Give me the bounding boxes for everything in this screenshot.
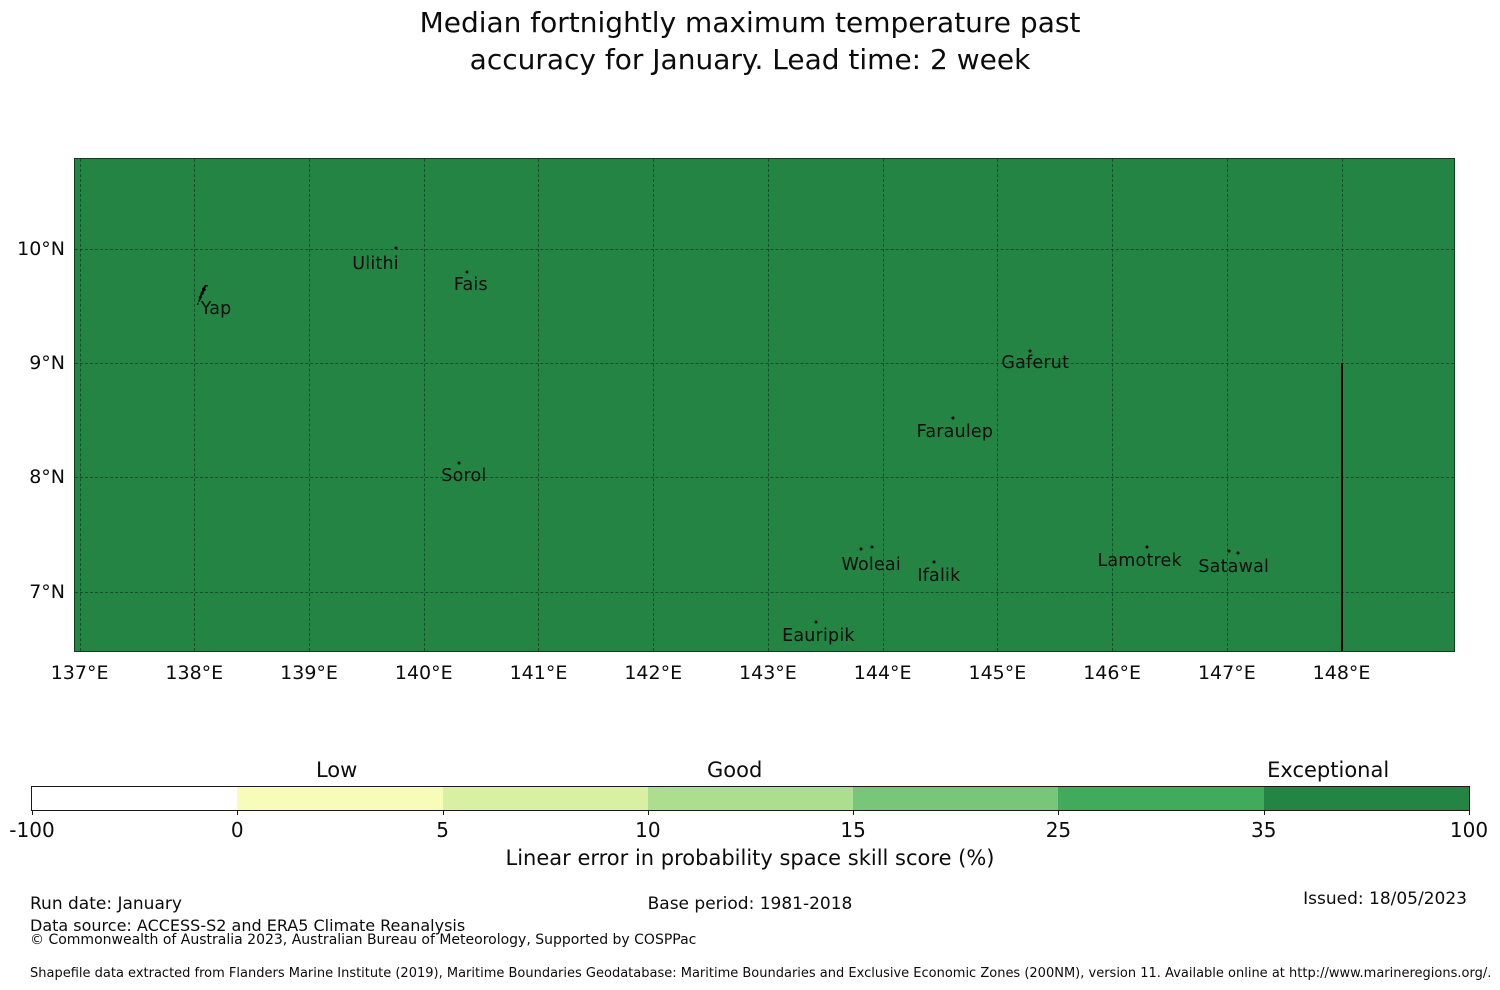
woleai-island-dot <box>859 547 863 551</box>
latitude-tick-label: 9°N <box>29 352 65 375</box>
latitude-tick-label: 8°N <box>29 466 65 489</box>
parallel-gridline <box>75 477 1454 479</box>
longitude-tick-label: 144°E <box>853 662 912 684</box>
longitude-tick-label: 146°E <box>1083 662 1141 684</box>
chart-title: Median fortnightly maximum temperature p… <box>0 4 1500 78</box>
ulithi-island-dot <box>394 246 398 250</box>
meridian-gridline <box>882 159 884 651</box>
gaferut-island-dot <box>1028 349 1032 353</box>
colorbar-tick-label: 35 <box>1250 818 1277 842</box>
colorbar-tick <box>1263 810 1265 815</box>
eauripik-island-dot <box>814 620 818 624</box>
meridian-gridline <box>767 159 769 651</box>
colorbar-segment-25-to-35 <box>1058 787 1264 810</box>
shapefile-note-text: Shapefile data extracted from Flanders M… <box>30 966 1492 981</box>
colorbar-tick-label: -100 <box>9 818 55 842</box>
colorbar-segment-35-to-100 <box>1263 787 1469 810</box>
colorbar-tick <box>237 810 239 815</box>
parallel-gridline <box>75 591 1454 593</box>
longitude-tick-label: 143°E <box>739 662 797 684</box>
lamotrek-island-label: Lamotrek <box>1097 550 1182 571</box>
colorbar-segment--100-to-0 <box>32 787 238 810</box>
longitude-tick-label: 137°E <box>50 662 109 684</box>
fais-island-dot <box>465 270 469 274</box>
colorbar-segment-15-to-25 <box>853 787 1059 810</box>
ifalik-island-dot <box>932 560 936 564</box>
colorbar-category-label-exceptional: Exceptional <box>1267 758 1390 782</box>
woleai-island-dot <box>870 545 874 549</box>
yap-island-label: Yap <box>200 298 232 319</box>
satawal-island-dot <box>1236 551 1240 555</box>
longitude-tick-label: 145°E <box>968 662 1027 684</box>
longitude-tick-label: 142°E <box>624 662 683 684</box>
colorbar-tick-label: 10 <box>635 818 661 842</box>
longitude-tick-label: 147°E <box>1197 662 1256 684</box>
meridian-gridline <box>79 159 81 651</box>
longitude-tick-label: 139°E <box>280 662 338 684</box>
woleai-island-label: Woleai <box>841 555 901 576</box>
meridian-gridline <box>423 159 425 651</box>
colorbar-tick <box>853 810 855 815</box>
title-line-2: accuracy for January. Lead time: 2 week <box>469 43 1031 76</box>
faraulep-island-dot <box>951 416 955 420</box>
fais-island-label: Fais <box>453 274 488 295</box>
longitude-tick-label: 138°E <box>165 662 224 684</box>
ulithi-island-label: Ulithi <box>352 254 399 275</box>
sorol-island-label: Sorol <box>441 466 487 487</box>
gaferut-island-label: Gaferut <box>1001 353 1070 374</box>
maritime-boundary-line <box>1340 363 1343 651</box>
map-plot: Yap Ulithi Fais Sorol Gaferut Faraulep Woleai I… <box>17 158 1455 684</box>
colorbar-tick <box>442 810 444 815</box>
satawal-island-label: Satawal <box>1198 556 1270 577</box>
colorbar-tick <box>647 810 649 815</box>
latitude-tick-label: 10°N <box>17 238 65 261</box>
colorbar-category-label-low: Low <box>315 758 358 782</box>
colorbar-segment-5-to-10 <box>442 787 648 810</box>
faraulep-island-label: Faraulep <box>916 421 994 442</box>
copyright-text: © Commonwealth of Australia 2023, Austra… <box>30 932 697 948</box>
base-period-text: Base period: 1981-2018 <box>647 894 853 914</box>
latitude-tick-label: 7°N <box>29 580 65 603</box>
colorbar-tick-label: 0 <box>230 818 244 842</box>
meridian-gridline <box>538 159 540 651</box>
colorbar-tick-label: 25 <box>1045 818 1072 842</box>
colorbar: -100 0 5 10 15 25 35 100 Low Good Exceptional <box>9 758 1488 842</box>
lamotrek-island-dot <box>1145 545 1149 549</box>
meridian-gridline <box>997 159 999 651</box>
yap-island-shape <box>195 283 210 306</box>
colorbar-caption: Linear error in probability space skill … <box>505 846 995 870</box>
meridian-gridline <box>1226 159 1228 651</box>
parallel-gridline <box>75 363 1454 365</box>
sorol-island-dot <box>457 461 461 465</box>
eauripik-island-label: Eauripik <box>782 626 855 647</box>
data-source-text: Data source: ACCESS-S2 and ERA5 Climate … <box>30 916 466 935</box>
colorbar-segment-0-to-5 <box>237 787 443 810</box>
satawal-island-dot <box>1227 549 1231 553</box>
title-line-1: Median fortnightly maximum temperature p… <box>419 6 1081 39</box>
colorbar-segment-10-to-15 <box>647 787 854 810</box>
meridian-gridline <box>653 159 655 651</box>
longitude-tick-label: 140°E <box>394 662 453 684</box>
meridian-gridline <box>309 159 311 651</box>
meridian-gridline <box>194 159 196 651</box>
colorbar-category-label-good: Good <box>707 758 763 782</box>
colorbar-tick <box>1469 810 1470 815</box>
colorbar-tick-label: 5 <box>436 818 449 842</box>
colorbar-tick <box>1058 810 1060 815</box>
longitude-tick-label: 148°E <box>1312 662 1371 684</box>
colorbar-tick-label: 15 <box>840 818 866 842</box>
colorbar-tick <box>32 810 33 815</box>
issued-date-text: Issued: 18/05/2023 <box>1303 889 1467 909</box>
meridian-gridline <box>1112 159 1114 651</box>
parallel-gridline <box>75 249 1454 251</box>
ifalik-island-label: Ifalik <box>917 565 961 586</box>
colorbar-tick-label: 100 <box>1449 818 1489 842</box>
longitude-tick-label: 141°E <box>509 662 568 684</box>
run-date-text: Run date: January <box>30 894 182 914</box>
